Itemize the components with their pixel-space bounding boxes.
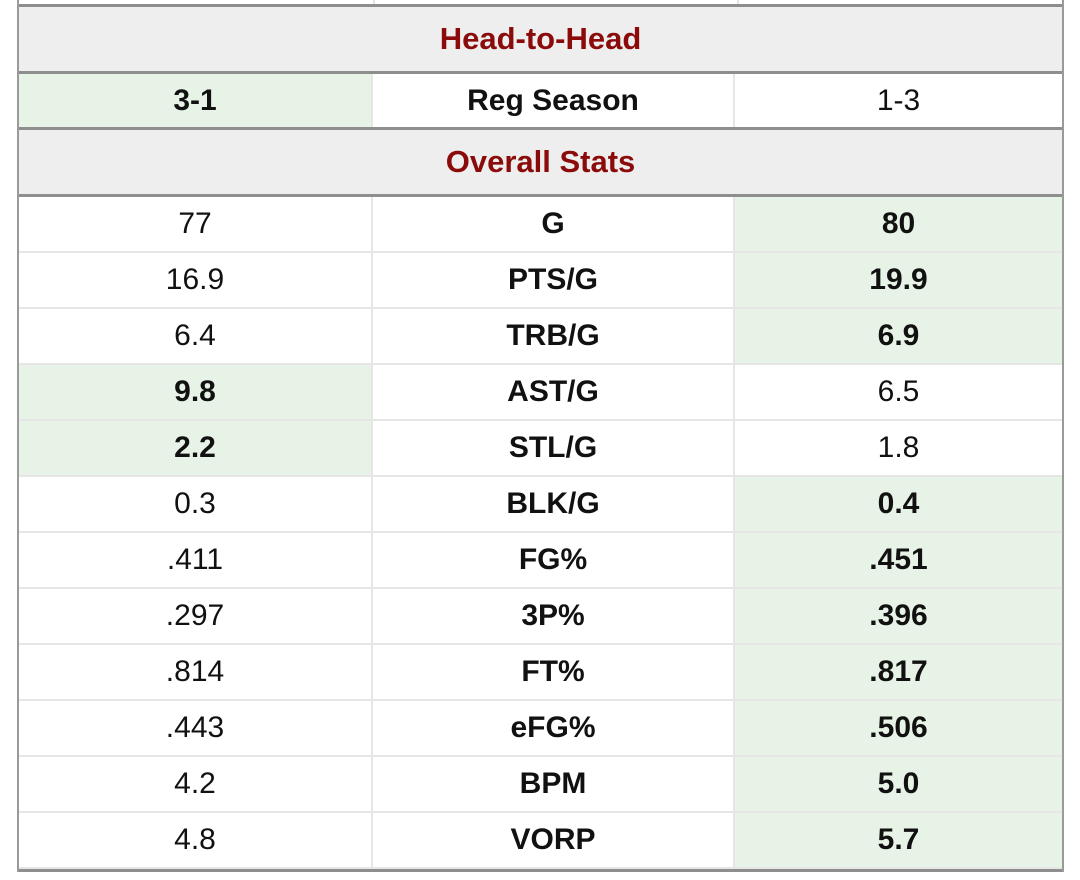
stat-label: FG% (373, 533, 735, 587)
left-player-value: 2.2 (19, 421, 373, 475)
right-player-value: 6.9 (735, 309, 1062, 363)
table-top-stub (19, 0, 1062, 7)
left-player-value: .411 (19, 533, 373, 587)
table-row: 77 G 80 (19, 197, 1062, 253)
stat-label: Reg Season (373, 74, 735, 127)
left-player-value: 77 (19, 197, 373, 251)
overall-stats-rows: 77 G 80 16.9 PTS/G 19.9 6.4 TRB/G 6.9 9.8 AST/G 6.5… (19, 197, 1062, 869)
overall-stats-header: Overall Stats (19, 130, 1062, 197)
right-player-value: 1-3 (876, 83, 921, 117)
left-player-value: 9.8 (19, 365, 373, 419)
stat-label: 3P% (373, 589, 735, 643)
head-to-head-rows: 3-1 Reg Season 1-3 (19, 74, 1062, 130)
table-row: 3-1 Reg Season 1-3 (19, 74, 1062, 130)
stub-cell-left (19, 0, 375, 4)
right-player-value: 1.8 (877, 431, 920, 464)
table-row: 4.8 VORP 5.7 (19, 813, 1062, 869)
table-row: 6.4 TRB/G 6.9 (19, 309, 1062, 365)
right-player-value: .451 (735, 533, 1062, 587)
stat-label: VORP (373, 813, 735, 867)
stat-label: BLK/G (373, 477, 735, 531)
stat-label: FT% (373, 645, 735, 699)
table-row: 4.2 BPM 5.0 (19, 757, 1062, 813)
stat-label: BPM (373, 757, 735, 811)
table-row: 2.2 STL/G 1.8 (19, 421, 1062, 477)
stat-label: TRB/G (373, 309, 735, 363)
table-row: .411 FG% .451 (19, 533, 1062, 589)
right-player-value: 6.5 (877, 375, 920, 408)
stub-cell-mid (375, 0, 739, 4)
left-player-value: 6.4 (19, 309, 373, 363)
right-player-value: .506 (735, 701, 1062, 755)
left-player-value: 4.2 (19, 757, 373, 811)
left-player-value: 0.3 (19, 477, 373, 531)
right-player-value: 80 (735, 197, 1062, 251)
stat-label: eFG% (373, 701, 735, 755)
table-row: .814 FT% .817 (19, 645, 1062, 701)
stat-label: G (373, 197, 735, 251)
stat-label: PTS/G (373, 253, 735, 307)
right-player-value: .817 (735, 645, 1062, 699)
table-row: .297 3P% .396 (19, 589, 1062, 645)
head-to-head-header: Head-to-Head (19, 7, 1062, 74)
left-player-value: 3-1 (19, 74, 373, 127)
table-row: .443 eFG% .506 (19, 701, 1062, 757)
right-player-value: 0.4 (735, 477, 1062, 531)
right-player-value: 5.7 (735, 813, 1062, 867)
left-player-value: .814 (19, 645, 373, 699)
left-player-value: .443 (19, 701, 373, 755)
player-comparison-table: Head-to-Head 3-1 Reg Season 1-3 Overall St… (17, 0, 1064, 872)
table-bottom-border (19, 869, 1062, 872)
stat-label: AST/G (373, 365, 735, 419)
left-player-value: 16.9 (19, 253, 373, 307)
right-player-value: 19.9 (735, 253, 1062, 307)
left-player-value: .297 (19, 589, 373, 643)
table-row: 16.9 PTS/G 19.9 (19, 253, 1062, 309)
right-player-value: .396 (735, 589, 1062, 643)
table-row: 0.3 BLK/G 0.4 (19, 477, 1062, 533)
stub-cell-right (739, 0, 1062, 4)
right-player-value: 5.0 (735, 757, 1062, 811)
left-player-value: 4.8 (19, 813, 373, 867)
table-row: 9.8 AST/G 6.5 (19, 365, 1062, 421)
stat-label: STL/G (373, 421, 735, 475)
